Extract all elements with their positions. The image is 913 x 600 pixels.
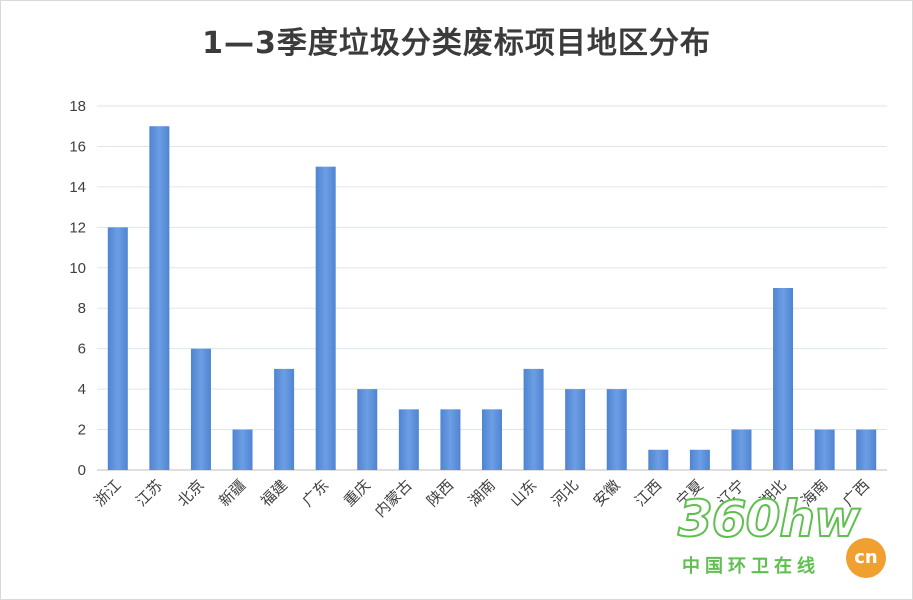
- x-tick-label: 福建: [257, 476, 291, 510]
- x-tick-label: 新疆: [215, 476, 249, 510]
- gridlines: [97, 105, 887, 471]
- bars: [107, 126, 877, 470]
- bar: [565, 389, 586, 470]
- bar: [773, 288, 794, 470]
- x-tick-label: 湖北: [756, 476, 790, 510]
- x-tick-label: 内蒙古: [371, 476, 416, 521]
- x-tick-label: 辽宁: [714, 476, 748, 510]
- y-tick-label: 8: [78, 300, 86, 317]
- chart-title: 1—3季度垃圾分类废标项目地区分布: [202, 26, 711, 61]
- bar: [232, 429, 253, 470]
- x-tick-label: 宁夏: [673, 476, 707, 510]
- bar: [440, 409, 461, 470]
- y-axis-ticks: 0 2 4 6 8 10 12 14 16 18: [69, 98, 86, 479]
- x-tick-label: 海南: [798, 476, 832, 510]
- bar: [814, 429, 835, 470]
- bar: [648, 449, 669, 470]
- x-tick-label: 广东: [299, 476, 333, 510]
- x-tick-label: 河北: [548, 476, 582, 510]
- bar: [398, 409, 419, 470]
- bar: [482, 409, 502, 470]
- bar: [606, 389, 627, 470]
- bar: [315, 166, 336, 470]
- x-tick-label: 江西: [631, 476, 665, 510]
- y-tick-label: 16: [69, 138, 86, 155]
- x-tick-label: 山东: [506, 476, 540, 510]
- y-tick-label: 6: [78, 341, 86, 358]
- bar: [689, 449, 710, 470]
- bar: [190, 348, 211, 470]
- y-tick-label: 4: [78, 381, 86, 398]
- bar: [856, 429, 877, 470]
- x-tick-label: 重庆: [340, 476, 374, 510]
- x-tick-label: 广西: [839, 476, 873, 510]
- bar: [274, 368, 295, 470]
- x-tick-label: 浙江: [91, 476, 125, 510]
- bar: [107, 227, 128, 470]
- bar: [357, 389, 378, 470]
- y-tick-label: 18: [69, 98, 86, 115]
- y-tick-label: 12: [69, 219, 86, 236]
- y-tick-label: 10: [69, 260, 86, 277]
- bar: [523, 368, 544, 470]
- bar: [149, 126, 170, 470]
- x-tick-label: 陕西: [423, 476, 457, 510]
- bar: [731, 429, 752, 470]
- x-tick-label: 湖南: [465, 476, 499, 510]
- y-tick-label: 0: [78, 462, 86, 479]
- y-tick-label: 2: [78, 422, 86, 439]
- x-tick-label: 北京: [174, 476, 208, 510]
- x-tick-label: 安徽: [590, 476, 624, 510]
- x-tick-label: 江苏: [132, 476, 166, 510]
- y-tick-label: 14: [69, 179, 86, 196]
